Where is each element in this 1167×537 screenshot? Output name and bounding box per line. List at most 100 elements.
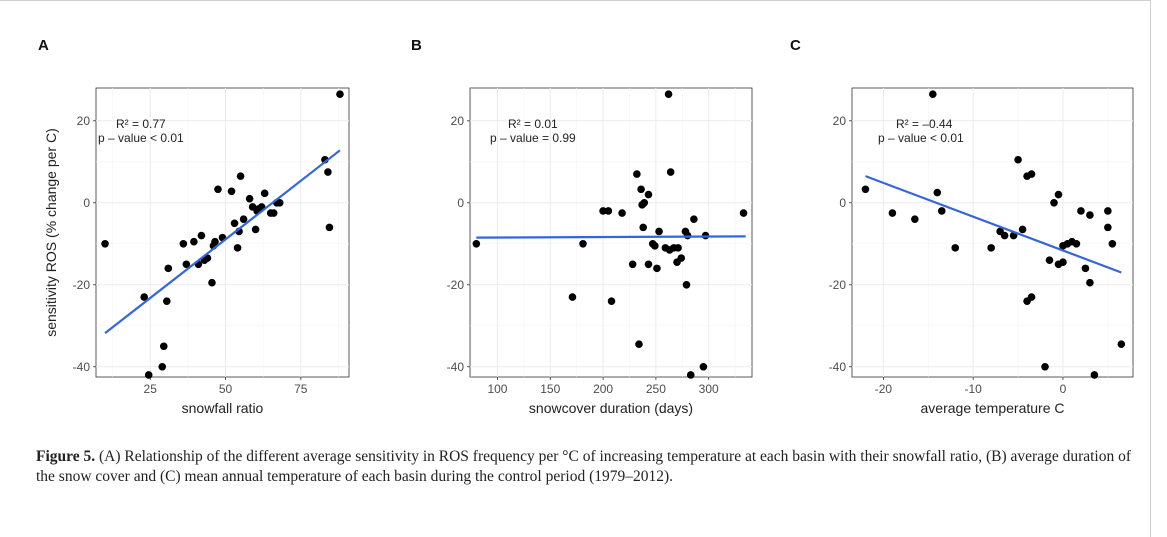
p-value-label: p – value < 0.01 [98,131,184,145]
regression-line [476,235,746,239]
data-point [911,215,919,223]
y-tick-label: -20 [73,278,91,292]
y-tick-label: 0 [457,196,464,210]
p-value-label: p – value = 0.99 [490,131,576,145]
panel-letter: C [790,37,801,54]
data-point [260,189,269,198]
data-point [655,227,663,236]
data-point [640,198,649,207]
y-tick-label: 0 [839,196,846,210]
r-squared-label: R² = 0.01 [508,117,558,131]
data-point [325,223,334,232]
data-point [618,209,626,217]
data-point [644,190,653,199]
p-value-label: p – value < 0.01 [878,131,964,145]
data-point [197,231,206,240]
data-point [1050,198,1058,207]
data-point [275,198,284,207]
data-point [158,362,167,371]
panel-letter: A [38,37,49,54]
data-point [144,371,153,379]
data-point [101,239,109,248]
data-point [951,244,960,252]
x-tick-label: 50 [219,382,233,396]
data-point [227,187,236,196]
frame-top-rule [0,0,1150,1]
data-point [635,340,643,349]
data-point [861,185,870,194]
data-point [928,90,937,98]
data-point [579,239,587,248]
data-point [140,293,148,301]
data-point [604,207,613,215]
data-point [190,237,198,246]
data-point [639,223,648,232]
y-tick-label: 0 [83,196,90,210]
data-point [664,90,673,98]
data-point [239,215,248,223]
x-tick-label: -20 [875,382,893,396]
data-point [162,297,171,305]
x-tick-label: 25 [144,382,158,396]
y-tick-label: 20 [77,114,91,128]
data-point [1090,371,1099,379]
panel-b: B 100 150 200 250 300 -40 -20 0 20 snowcover durat… [411,37,753,416]
data-point [472,239,481,248]
data-point [666,168,675,176]
data-point [230,219,239,228]
y-tick-label: 20 [451,114,465,128]
data-point [214,185,222,194]
data-point [1054,190,1063,199]
data-point [633,170,641,178]
caption-text: (A) Relationship of the different averag… [36,448,1132,485]
y-tick-label: -40 [447,360,465,374]
r-squared-label: R² = 0.77 [116,117,166,131]
data-point [236,172,245,180]
x-tick-label: 100 [487,382,507,396]
x-tick-label: 200 [593,382,613,396]
data-point [269,209,278,217]
panel-letter: B [411,37,422,54]
data-point [1108,239,1117,248]
data-point [644,260,653,269]
data-point [637,185,645,194]
data-point [599,207,607,215]
x-tick-label: -10 [965,382,983,396]
panel-c: C -20 -10 0 -40 -20 0 20 average temperature C R²… [790,37,1134,416]
data-point [888,209,897,217]
data-point [179,239,188,248]
data-point [245,194,254,203]
r-squared-label: R² = –0.44 [896,117,953,131]
data-point [686,371,695,379]
y-axis-title: sensitivity ROS (% change per C) [43,128,59,337]
y-tick-label: -40 [73,360,91,374]
data-point [682,280,691,289]
data-point [1027,293,1036,301]
x-axis-title: snowfall ratio [182,400,264,416]
x-axis-title: average temperature C [921,400,1065,416]
data-point [211,237,219,246]
data-point [251,225,260,234]
data-point [1018,225,1027,234]
data-point [324,168,332,176]
frame-right-rule [1150,0,1151,537]
data-point [699,362,708,371]
data-point [1045,256,1054,264]
data-point [651,242,659,250]
data-point [674,244,682,252]
y-tick-label: 20 [833,114,847,128]
data-point [987,244,995,252]
plot-frame [95,87,350,378]
x-tick-label: 300 [699,382,719,396]
caption-label: Figure 5. [36,448,96,465]
data-point [1072,239,1081,248]
figure-caption: Figure 5. (A) Relationship of the differ… [36,447,1146,487]
data-point [1027,170,1036,178]
data-point [1014,155,1022,164]
data-point [1059,258,1067,267]
x-tick-label: 75 [294,382,308,396]
data-point [739,209,748,217]
data-point [653,264,661,273]
figure-chart-area: A 25 50 75 -40 -20 0 20 snowfall ratio sensitivit… [38,37,1134,416]
regression-line [865,175,1122,274]
